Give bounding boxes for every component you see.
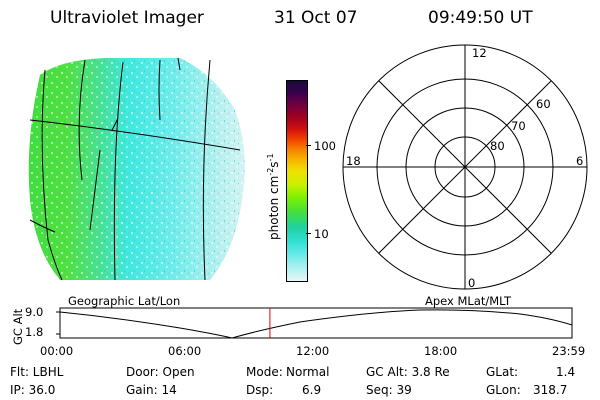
dsp-key: Dsp: [246, 383, 274, 397]
colorbar [286, 80, 308, 282]
colorbar-label-100: 100 [314, 139, 336, 153]
gc-alt-status: GC Alt: 3.8 Re [366, 365, 450, 379]
colorbar-tick-10 [306, 233, 311, 234]
glat-value: 1.4 [556, 365, 576, 379]
colorbar-gradient [287, 81, 307, 281]
timeline-x-tick-0000: 00:00 [40, 344, 74, 358]
geographic-coords-label: Geographic Lat/Lon [68, 294, 181, 308]
colorbar-label-10: 10 [314, 227, 329, 241]
polar-label-12: 12 [472, 46, 487, 60]
timeline-x-tick-2359: 23:59 [552, 344, 586, 358]
mode-value: Normal [286, 365, 330, 379]
mode-key: Mode: [246, 365, 283, 379]
timeline-x-tick-1800: 18:00 [424, 344, 458, 358]
app-title: Ultraviolet Imager [50, 8, 204, 28]
dsp-value: 6.9 [302, 383, 322, 397]
altitude-curve [59, 309, 573, 339]
polar-label-60: 60 [536, 97, 551, 111]
gain-status: Gain: 14 [126, 383, 177, 397]
door-status: Door: Open [126, 365, 195, 379]
time-label: 09:49:50 UT [428, 8, 533, 28]
polar-label-18: 18 [346, 154, 361, 168]
glon-value: 318.7 [533, 383, 568, 397]
timeline-x-tick-1200: 12:00 [296, 344, 330, 358]
polar-label-70: 70 [511, 119, 526, 133]
filter-status: Flt: LBHL [10, 365, 64, 379]
seq-status: Seq: 39 [366, 383, 412, 397]
timeline-y-tick-max: 9.0 [25, 305, 44, 319]
polar-label-0: 0 [468, 276, 476, 290]
polar-label-80: 80 [490, 139, 505, 153]
timeline-x-tick-0600: 06:00 [168, 344, 202, 358]
ip-status: IP: 36.0 [10, 383, 56, 397]
glat-key: GLat: [486, 365, 519, 379]
colorbar-tick-100 [306, 145, 311, 146]
date-label: 31 Oct 07 [274, 8, 358, 28]
timeline-y-tick-min: 1.8 [25, 325, 44, 339]
apex-coords-label: Apex MLat/MLT [425, 294, 512, 308]
polar-label-6: 6 [576, 154, 584, 168]
glon-key: GLon: [486, 383, 521, 397]
